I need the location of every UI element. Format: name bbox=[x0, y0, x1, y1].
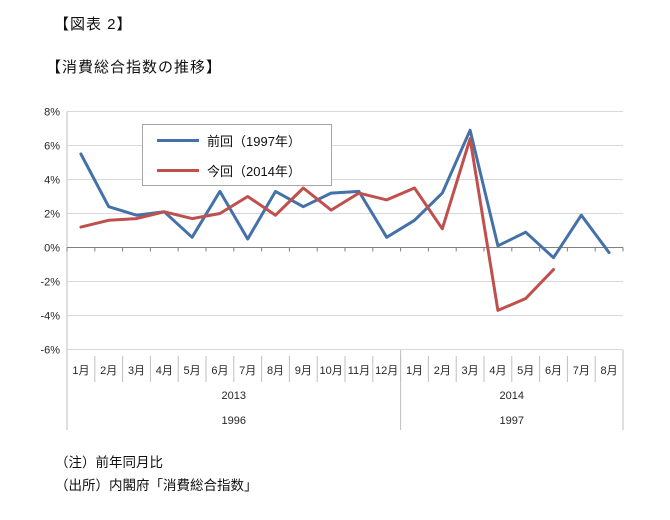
y-axis-tick-label: 0% bbox=[44, 243, 60, 255]
year-label-row1: 2013 bbox=[222, 390, 246, 402]
year-label-row2: 1997 bbox=[500, 415, 524, 427]
year-label-row1: 2014 bbox=[500, 390, 524, 402]
x-axis-month-label: 7月 bbox=[573, 365, 590, 377]
y-axis-tick-label: -6% bbox=[40, 345, 60, 357]
note-text: （注）前年同月比 bbox=[55, 455, 163, 470]
page-title: 【消費総合指数の推移】 bbox=[46, 59, 223, 76]
legend-item-current: 今回（2014年） bbox=[143, 155, 331, 185]
x-axis-month-label: 10月 bbox=[319, 365, 342, 377]
series-line-previous-1997 bbox=[79, 128, 611, 260]
x-axis-month-label: 5月 bbox=[184, 365, 201, 377]
legend-label-previous: 前回（1997年） bbox=[207, 133, 301, 149]
y-axis-tick-label: 2% bbox=[44, 209, 60, 221]
x-axis-month-label: 11月 bbox=[348, 365, 370, 377]
legend: 前回（1997年） 今回（2014年） bbox=[142, 124, 332, 186]
x-axis-month-label: 6月 bbox=[545, 365, 562, 377]
y-axis-tick-label: 8% bbox=[44, 107, 60, 119]
x-axis-month-label: 12月 bbox=[375, 365, 398, 377]
x-axis-month-label: 6月 bbox=[211, 365, 228, 377]
x-axis-month-label: 8月 bbox=[601, 365, 618, 377]
x-axis-month-label: 2月 bbox=[434, 365, 451, 377]
y-axis-tick-label: 6% bbox=[44, 141, 60, 153]
x-axis-month-label: 7月 bbox=[239, 365, 256, 377]
legend-line-swatch-current bbox=[157, 168, 199, 172]
legend-label-current: 今回（2014年） bbox=[207, 163, 301, 179]
x-axis-month-label: 9月 bbox=[295, 365, 312, 377]
legend-item-previous: 前回（1997年） bbox=[143, 125, 331, 155]
figure-label: 【図表 2】 bbox=[54, 16, 133, 33]
x-axis-month-label: 4月 bbox=[156, 365, 173, 377]
y-axis-tick-label: 4% bbox=[44, 175, 60, 187]
x-axis-month-label: 5月 bbox=[517, 365, 534, 377]
x-axis-month-label: 2月 bbox=[100, 365, 117, 377]
x-axis-month-label: 4月 bbox=[489, 365, 506, 377]
year-label-row2: 1996 bbox=[222, 415, 246, 427]
y-axis-tick-label: -4% bbox=[40, 311, 60, 323]
x-axis-month-label: 8月 bbox=[267, 365, 284, 377]
y-axis-tick-label: -2% bbox=[40, 277, 60, 289]
source-text: （出所）内閣府「消費総合指数」 bbox=[55, 478, 258, 493]
x-axis-month-label: 1月 bbox=[406, 365, 423, 377]
series-line-current-2014 bbox=[79, 137, 555, 312]
x-axis-month-label: 3月 bbox=[128, 365, 145, 377]
x-axis-month-label: 3月 bbox=[462, 365, 479, 377]
x-axis-month-label: 1月 bbox=[72, 365, 89, 377]
legend-line-swatch-previous bbox=[157, 138, 199, 142]
